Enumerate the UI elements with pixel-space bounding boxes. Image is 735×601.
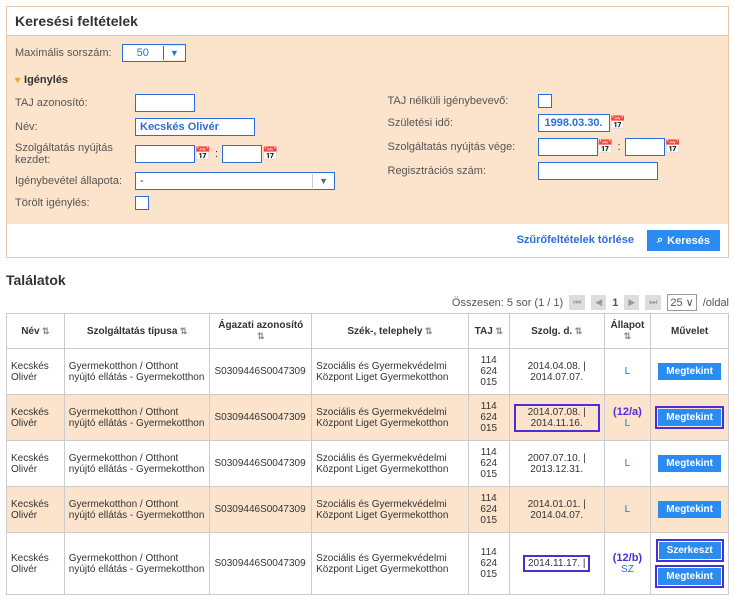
chevron-down-icon: ▼ [312,174,334,188]
calendar-icon[interactable]: 📅 [610,115,626,131]
szerkeszt-button[interactable]: Szerkeszt [659,542,721,559]
search-panel: Keresési feltételek Maximális sorszám: 5… [6,6,729,258]
taj-input[interactable] [135,94,195,112]
calendar-icon[interactable]: 📅 [598,139,614,155]
results-summary-bar: Összesen: 5 sor (1 / 1) ⏮ ◀ 1 ▶ ⏭ 25 ∨ /… [6,294,729,311]
megtekint-button[interactable]: Megtekint [658,455,721,472]
pager-first[interactable]: ⏮ [569,295,585,310]
birth-label: Születési idő: [388,117,538,129]
reg-label: Regisztrációs szám: [388,165,538,177]
service-end-label: Szolgáltatás nyújtás vége: [388,141,538,153]
search-button[interactable]: ⌕ Keresés [647,230,720,251]
calendar-icon[interactable]: 📅 [195,146,211,162]
status-label: Igénybevétel állapota: [15,175,135,187]
th-nev[interactable]: Név [7,314,65,349]
megtekint-button[interactable]: Megtekint [658,501,721,518]
th-allapot[interactable]: Állapot [604,314,651,349]
search-icon: ⌕ [657,234,663,247]
service-end-time[interactable] [625,138,665,156]
name-input[interactable] [135,118,255,136]
th-muvelet: Művelet [651,314,729,349]
pager-prev[interactable]: ◀ [591,295,606,310]
results-title: Találatok [6,272,729,288]
table-row: Kecskés OlivérGyermekotthon / Otthont ny… [7,533,729,595]
chevron-down-icon: ▼ [163,46,185,60]
service-end-date[interactable] [538,138,598,156]
calendar-icon[interactable]: 📅 [262,146,278,162]
tajless-label: TAJ nélküli igénybevevő: [388,95,538,107]
th-agazati[interactable]: Ágazati azonosító [210,314,312,349]
deleted-checkbox[interactable] [135,196,149,210]
section-igenyles[interactable]: Igénylés [15,70,720,94]
results-table: Név Szolgáltatás típusa Ágazati azonosít… [6,313,729,595]
results-summary-text: Összesen: 5 sor (1 / 1) [452,297,563,309]
clear-filters-link[interactable]: Szűrőfeltételek törlése [517,234,634,246]
table-row: Kecskés OlivérGyermekotthon / Otthont ny… [7,487,729,533]
service-start-time[interactable] [222,145,262,163]
table-row: Kecskés OlivérGyermekotthon / Otthont ny… [7,441,729,487]
taj-label: TAJ azonosító: [15,97,135,109]
table-row: Kecskés OlivérGyermekotthon / Otthont ny… [7,395,729,441]
pager-next[interactable]: ▶ [624,295,639,310]
search-title: Keresési feltételek [7,7,728,36]
megtekint-button[interactable]: Megtekint [658,409,721,426]
table-row: Kecskés OlivérGyermekotthon / Otthont ny… [7,349,729,395]
th-tipus[interactable]: Szolgáltatás típusa [64,314,210,349]
tajless-checkbox[interactable] [538,94,552,108]
per-page-suffix: /oldal [703,297,729,309]
reg-input[interactable] [538,162,658,180]
th-taj[interactable]: TAJ [468,314,509,349]
deleted-label: Törölt igénylés: [15,197,135,209]
pager-last[interactable]: ⏭ [645,295,661,310]
megtekint-button[interactable]: Megtekint [658,363,721,380]
max-rows-label: Maximális sorszám: [15,47,112,59]
service-start-date[interactable] [135,145,195,163]
th-szolgd[interactable]: Szolg. d. [509,314,604,349]
pager-current: 1 [612,297,618,309]
megtekint-button[interactable]: Megtekint [658,568,721,585]
calendar-icon[interactable]: 📅 [665,139,681,155]
name-label: Név: [15,121,135,133]
service-start-label: Szolgáltatás nyújtás kezdet: [15,142,135,166]
max-rows-select[interactable]: 50 ▼ [122,44,186,62]
birth-input[interactable]: 1998.03.30. [538,114,610,132]
per-page-select[interactable]: 25 ∨ [667,294,696,311]
max-rows-value: 50 [123,45,163,61]
th-szek[interactable]: Szék-, telephely [312,314,469,349]
status-select[interactable]: - ▼ [135,172,335,190]
